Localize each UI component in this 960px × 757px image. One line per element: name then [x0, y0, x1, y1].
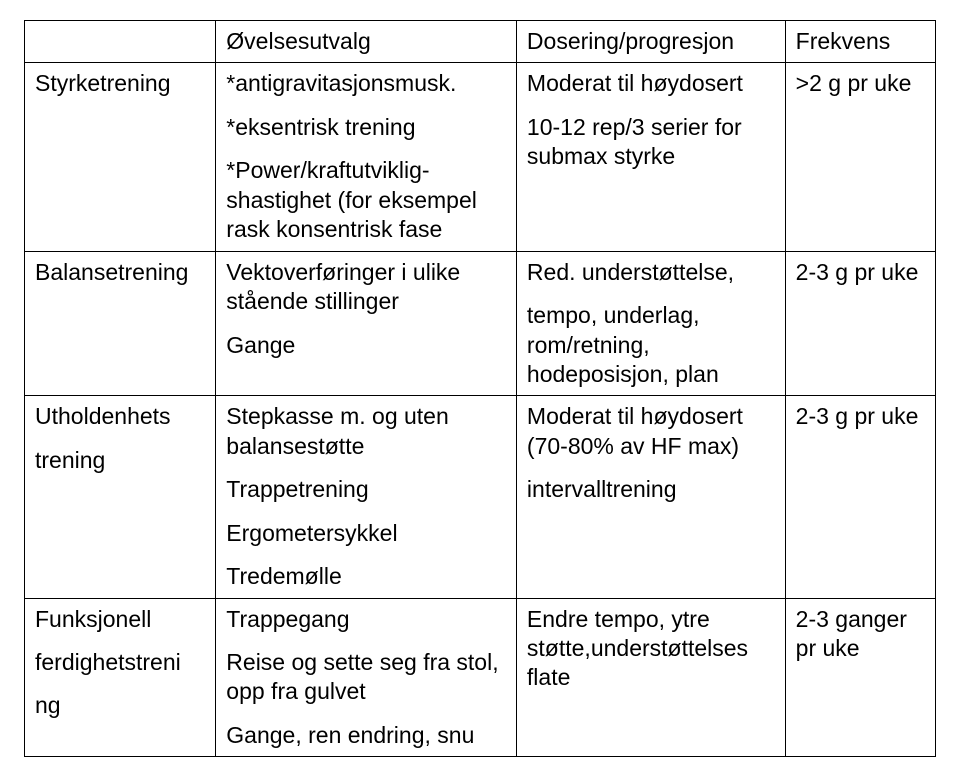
exercise-item: *eksentrisk trening [226, 113, 508, 142]
header-dosering: Dosering/progresjon [516, 21, 785, 63]
row-label: Funksjonell ferdighetstreni ng [25, 598, 216, 757]
row-label-line: ng [35, 691, 207, 720]
exercise-item: Gange [226, 331, 508, 360]
table-header-row: Øvelsesutvalg Dosering/progresjon Frekve… [25, 21, 936, 63]
exercise-item: Stepkasse m. og uten balansestøtte [226, 402, 508, 461]
exercise-item: Reise og sette seg fra stol, opp fra gul… [226, 648, 508, 707]
exercise-item: Tredemølle [226, 562, 508, 591]
table-row: Utholdenhets trening Stepkasse m. og ute… [25, 396, 936, 598]
exercise-item: Trappegang [226, 605, 508, 634]
row-label-line: ferdighetstreni [35, 648, 207, 677]
dosage-item: tempo, underlag, rom/retning, hodeposisj… [527, 301, 777, 389]
row-exercises: *antigravitasjonsmusk. *eksentrisk treni… [216, 63, 517, 251]
row-dosage: Red. understøttelse, tempo, underlag, ro… [516, 251, 785, 396]
row-freq: 2-3 g pr uke [785, 251, 935, 396]
freq-text: 2-3 g pr uke [796, 402, 927, 431]
row-label: Utholdenhets trening [25, 396, 216, 598]
row-label: Balansetrening [25, 251, 216, 396]
dosage-item: 10-12 rep/3 serier for submax styrke [527, 113, 777, 172]
row-dosage: Moderat til høydosert (70-80% av HF max)… [516, 396, 785, 598]
table-row: Balansetrening Vektoverføringer i ulike … [25, 251, 936, 396]
row-exercises: Vektoverføringer i ulike stående stillin… [216, 251, 517, 396]
freq-text: 2-3 ganger pr uke [796, 605, 927, 664]
row-exercises: Stepkasse m. og uten balansestøtte Trapp… [216, 396, 517, 598]
row-label-line: Utholdenhets [35, 402, 207, 431]
exercise-item: Vektoverføringer i ulike stående stillin… [226, 258, 508, 317]
row-freq: 2-3 ganger pr uke [785, 598, 935, 757]
row-label-line: Funksjonell [35, 605, 207, 634]
dosage-item: Red. understøttelse, [527, 258, 777, 287]
exercise-item: *Power/kraftutviklig-shastighet (for eks… [226, 156, 508, 244]
dosage-item: Moderat til høydosert (70-80% av HF max) [527, 402, 777, 461]
row-exercises: Trappegang Reise og sette seg fra stol, … [216, 598, 517, 757]
dosage-item: intervalltrening [527, 475, 777, 504]
row-label-text: Styrketrening [35, 69, 207, 98]
row-freq: >2 g pr uke [785, 63, 935, 251]
row-freq: 2-3 g pr uke [785, 396, 935, 598]
exercise-item: Gange, ren endring, snu [226, 721, 508, 750]
row-label: Styrketrening [25, 63, 216, 251]
exercise-item: Trappetrening [226, 475, 508, 504]
row-dosage: Endre tempo, ytre støtte,understøttelses… [516, 598, 785, 757]
row-dosage: Moderat til høydosert 10-12 rep/3 serier… [516, 63, 785, 251]
training-table: Øvelsesutvalg Dosering/progresjon Frekve… [24, 20, 936, 757]
exercise-item: Ergometersykkel [226, 519, 508, 548]
header-empty [25, 21, 216, 63]
freq-text: 2-3 g pr uke [796, 258, 927, 287]
exercise-item: *antigravitasjonsmusk. [226, 69, 508, 98]
header-ovelsesutvalg: Øvelsesutvalg [216, 21, 517, 63]
dosage-item: Endre tempo, ytre støtte,understøttelses… [527, 605, 777, 693]
row-label-text: Balansetrening [35, 258, 207, 287]
row-label-line: trening [35, 446, 207, 475]
table-row: Funksjonell ferdighetstreni ng Trappegan… [25, 598, 936, 757]
dosage-item: Moderat til høydosert [527, 69, 777, 98]
freq-text: >2 g pr uke [796, 69, 927, 98]
table-row: Styrketrening *antigravitasjonsmusk. *ek… [25, 63, 936, 251]
header-frekvens: Frekvens [785, 21, 935, 63]
